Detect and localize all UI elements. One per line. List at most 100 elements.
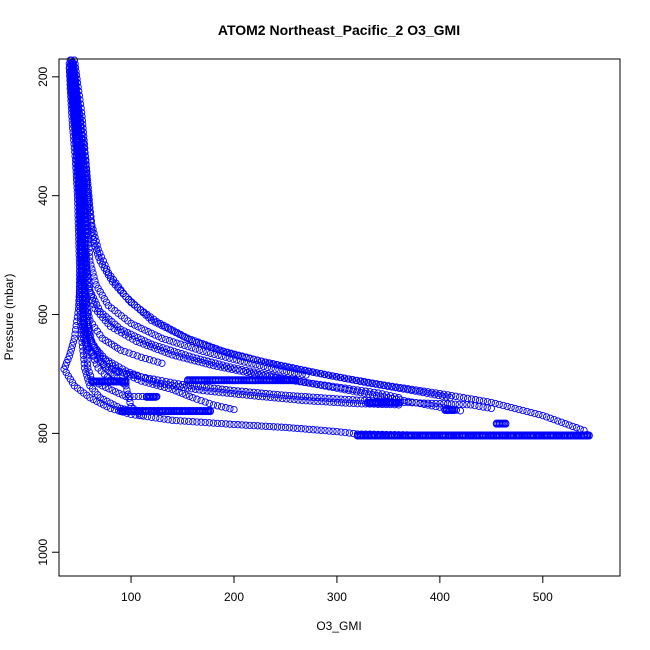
x-tick-label: 300 bbox=[327, 590, 347, 604]
data-point bbox=[318, 397, 326, 406]
data-point bbox=[75, 192, 83, 200]
data-point bbox=[76, 136, 84, 144]
data-point bbox=[71, 81, 79, 89]
x-tick-label: 400 bbox=[430, 590, 450, 604]
data-point bbox=[201, 418, 209, 427]
data-point bbox=[83, 308, 91, 316]
data-point bbox=[77, 275, 86, 283]
data-point bbox=[130, 321, 139, 329]
data-point bbox=[63, 359, 71, 367]
data-point bbox=[542, 413, 551, 421]
data-point bbox=[86, 257, 94, 265]
data-point bbox=[173, 329, 182, 337]
data-point bbox=[127, 319, 135, 328]
data-point bbox=[74, 140, 82, 148]
data-point bbox=[503, 402, 511, 411]
data-point bbox=[91, 323, 99, 332]
data-point bbox=[189, 394, 197, 402]
data-point bbox=[257, 357, 265, 365]
data-point bbox=[561, 420, 569, 428]
data-point bbox=[491, 399, 499, 408]
data-point bbox=[217, 403, 226, 411]
data-point bbox=[90, 239, 98, 247]
data-point bbox=[436, 389, 444, 398]
data-point bbox=[83, 356, 91, 364]
data-point bbox=[132, 337, 140, 345]
data-point bbox=[164, 384, 173, 393]
data-point bbox=[313, 426, 321, 434]
data-point bbox=[75, 124, 83, 132]
data-point bbox=[183, 355, 191, 363]
data-point bbox=[357, 386, 366, 395]
data-point bbox=[213, 419, 222, 428]
data-point bbox=[432, 402, 440, 411]
data-point bbox=[70, 334, 79, 342]
data-point bbox=[81, 283, 90, 291]
data-point bbox=[187, 335, 195, 344]
data-point bbox=[448, 391, 456, 400]
data-point bbox=[243, 368, 251, 377]
data-point bbox=[66, 348, 74, 357]
data-point bbox=[67, 96, 75, 105]
x-tick-label: 200 bbox=[224, 590, 244, 604]
data-point bbox=[286, 368, 295, 376]
data-point bbox=[424, 401, 432, 409]
data-point bbox=[203, 348, 211, 356]
data-point bbox=[139, 340, 148, 348]
data-point bbox=[242, 421, 250, 429]
data-point bbox=[317, 426, 325, 434]
data-point bbox=[261, 358, 269, 366]
data-point bbox=[191, 345, 200, 353]
data-point bbox=[231, 390, 239, 398]
data-point bbox=[423, 389, 431, 397]
data-point bbox=[78, 168, 86, 176]
data-point bbox=[74, 116, 82, 125]
data-point bbox=[71, 326, 80, 334]
data-point bbox=[246, 354, 254, 362]
data-point bbox=[302, 397, 310, 405]
data-point bbox=[89, 236, 98, 244]
data-point bbox=[195, 346, 204, 354]
data-point bbox=[77, 199, 86, 208]
data-point bbox=[483, 398, 492, 406]
data-point bbox=[345, 399, 354, 407]
data-point bbox=[296, 365, 305, 374]
data-point bbox=[83, 187, 91, 196]
data-point bbox=[87, 225, 96, 233]
data-point bbox=[298, 370, 306, 379]
data-point bbox=[126, 372, 134, 380]
data-point bbox=[78, 164, 86, 172]
data-point bbox=[169, 338, 177, 346]
data-point bbox=[285, 424, 294, 432]
data-point bbox=[71, 77, 79, 85]
data-point bbox=[77, 267, 86, 275]
data-point bbox=[123, 386, 131, 394]
data-point bbox=[304, 367, 313, 375]
chart-title: ATOM2 Northeast_Pacific_2 O3_GMI bbox=[218, 22, 460, 38]
data-point bbox=[378, 390, 386, 398]
data-point bbox=[146, 343, 155, 351]
data-point bbox=[475, 396, 484, 405]
data-point bbox=[185, 417, 193, 426]
data-point bbox=[98, 260, 106, 269]
data-point bbox=[91, 277, 99, 285]
data-point bbox=[576, 425, 584, 433]
data-point bbox=[69, 338, 78, 346]
data-point bbox=[70, 73, 79, 81]
data-point bbox=[160, 415, 168, 423]
data-point bbox=[249, 355, 258, 363]
data-point bbox=[531, 409, 539, 418]
data-point bbox=[82, 348, 91, 356]
data-point bbox=[68, 69, 76, 77]
data-point bbox=[77, 148, 85, 156]
data-point bbox=[82, 287, 90, 295]
data-point bbox=[68, 341, 77, 350]
data-point bbox=[199, 386, 207, 395]
data-point bbox=[76, 207, 84, 216]
data-point bbox=[79, 195, 87, 204]
data-point bbox=[188, 344, 196, 352]
data-point bbox=[266, 393, 275, 402]
data-point bbox=[507, 403, 515, 412]
data-point bbox=[94, 250, 102, 258]
data-point bbox=[191, 357, 199, 365]
